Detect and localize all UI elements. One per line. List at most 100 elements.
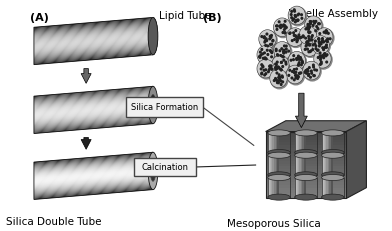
Circle shape xyxy=(320,44,322,46)
Polygon shape xyxy=(34,106,153,117)
Circle shape xyxy=(310,23,312,25)
Circle shape xyxy=(307,24,309,26)
Ellipse shape xyxy=(321,175,344,181)
Circle shape xyxy=(266,34,268,36)
Polygon shape xyxy=(301,155,303,175)
Polygon shape xyxy=(272,155,274,175)
Polygon shape xyxy=(34,44,153,55)
Circle shape xyxy=(264,59,266,60)
Polygon shape xyxy=(266,148,346,151)
Circle shape xyxy=(319,64,321,66)
Circle shape xyxy=(321,62,322,64)
Circle shape xyxy=(275,51,277,52)
Polygon shape xyxy=(81,138,91,150)
Circle shape xyxy=(258,61,275,79)
Circle shape xyxy=(319,59,321,61)
Polygon shape xyxy=(266,185,346,188)
Polygon shape xyxy=(34,34,153,45)
Circle shape xyxy=(302,37,304,38)
Circle shape xyxy=(297,15,299,17)
Circle shape xyxy=(299,73,300,75)
Circle shape xyxy=(275,69,277,71)
Circle shape xyxy=(318,39,319,41)
Circle shape xyxy=(259,57,261,59)
Circle shape xyxy=(306,43,307,44)
Circle shape xyxy=(313,37,330,56)
Polygon shape xyxy=(299,178,301,197)
Polygon shape xyxy=(266,183,346,185)
Polygon shape xyxy=(81,69,91,84)
Circle shape xyxy=(279,77,281,79)
Circle shape xyxy=(276,64,277,66)
Polygon shape xyxy=(304,178,306,197)
Circle shape xyxy=(325,46,327,48)
Circle shape xyxy=(280,81,282,82)
Circle shape xyxy=(284,33,286,34)
Circle shape xyxy=(320,57,322,59)
Circle shape xyxy=(306,45,308,46)
Circle shape xyxy=(323,58,325,59)
Polygon shape xyxy=(34,167,153,178)
Circle shape xyxy=(273,80,275,82)
Circle shape xyxy=(269,69,270,71)
Circle shape xyxy=(318,57,319,59)
Circle shape xyxy=(323,42,325,43)
Polygon shape xyxy=(301,178,303,197)
Polygon shape xyxy=(331,178,333,197)
Circle shape xyxy=(307,29,309,30)
Ellipse shape xyxy=(295,130,317,136)
Circle shape xyxy=(264,53,265,55)
Polygon shape xyxy=(276,178,277,197)
Text: Mesoporous Silica: Mesoporous Silica xyxy=(227,218,321,228)
Polygon shape xyxy=(268,178,269,197)
Polygon shape xyxy=(272,178,274,197)
Circle shape xyxy=(328,33,329,35)
Circle shape xyxy=(313,75,314,77)
Circle shape xyxy=(325,31,327,32)
Polygon shape xyxy=(34,167,153,177)
Polygon shape xyxy=(34,107,153,118)
Circle shape xyxy=(311,40,312,41)
Circle shape xyxy=(306,73,307,75)
Polygon shape xyxy=(34,22,153,33)
Circle shape xyxy=(259,30,276,49)
Polygon shape xyxy=(328,133,329,153)
Ellipse shape xyxy=(268,130,290,136)
Circle shape xyxy=(270,37,272,39)
Ellipse shape xyxy=(148,18,158,55)
Polygon shape xyxy=(303,133,304,153)
Circle shape xyxy=(278,82,279,84)
Ellipse shape xyxy=(148,18,158,56)
Polygon shape xyxy=(34,99,153,110)
Polygon shape xyxy=(295,178,296,197)
Circle shape xyxy=(272,40,274,42)
Circle shape xyxy=(276,26,278,28)
Circle shape xyxy=(284,21,286,23)
Circle shape xyxy=(282,82,283,83)
Polygon shape xyxy=(274,155,276,175)
Circle shape xyxy=(275,64,276,66)
Circle shape xyxy=(277,55,279,57)
Circle shape xyxy=(283,57,284,58)
Bar xyxy=(321,155,344,175)
Circle shape xyxy=(262,66,263,68)
Circle shape xyxy=(294,11,296,13)
Circle shape xyxy=(260,52,261,54)
Circle shape xyxy=(300,28,318,46)
Polygon shape xyxy=(34,94,153,105)
Circle shape xyxy=(265,73,267,75)
Circle shape xyxy=(263,38,265,39)
Circle shape xyxy=(295,78,297,79)
Ellipse shape xyxy=(148,18,158,56)
Circle shape xyxy=(299,59,301,61)
Polygon shape xyxy=(34,95,153,106)
Polygon shape xyxy=(295,155,296,175)
Circle shape xyxy=(300,37,302,39)
Circle shape xyxy=(319,53,321,55)
Polygon shape xyxy=(326,133,328,153)
Circle shape xyxy=(298,64,299,66)
Circle shape xyxy=(298,38,299,39)
Circle shape xyxy=(271,44,272,46)
Circle shape xyxy=(293,35,295,37)
Circle shape xyxy=(315,21,317,23)
